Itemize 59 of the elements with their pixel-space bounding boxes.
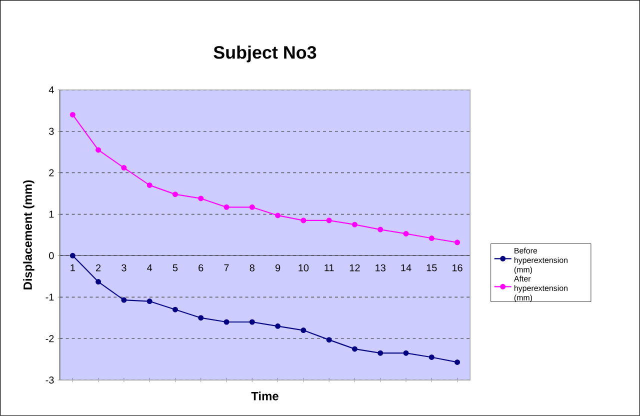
point (352, 222, 358, 228)
x-tick-label: 4 (147, 264, 152, 272)
point (121, 297, 127, 303)
point (70, 252, 76, 258)
point (96, 147, 102, 153)
point (224, 319, 230, 325)
point (428, 354, 434, 360)
y-tick-label: -2 (46, 335, 54, 342)
point (172, 306, 178, 312)
x-tick-label: 3 (122, 264, 126, 272)
x-tick-label: 1 (70, 264, 75, 272)
x-tick-label: 11 (324, 264, 334, 272)
x-tick-label: 16 (452, 264, 462, 272)
point (300, 328, 306, 334)
point (96, 279, 102, 285)
point (275, 212, 281, 218)
point (146, 182, 152, 188)
point (172, 192, 178, 198)
x-tick-label: 13 (376, 264, 386, 272)
point (198, 196, 204, 202)
y-tick-label: -1 (46, 294, 54, 301)
point (121, 165, 127, 171)
y-tick-label: 2 (49, 169, 54, 176)
point (454, 240, 460, 246)
x-tick-label: 14 (401, 264, 412, 272)
point (378, 226, 384, 232)
x-tick-label: 5 (172, 264, 178, 272)
point (198, 315, 204, 321)
x-tick-label: 10 (298, 264, 309, 272)
point (428, 236, 434, 242)
point (249, 204, 255, 210)
point (326, 218, 332, 224)
x-tick-label: 9 (275, 264, 280, 272)
y-axis-title: Displacement (mm) (23, 180, 34, 290)
x-tick-label: 2 (96, 264, 101, 272)
x-tick-label: 12 (350, 264, 360, 272)
point (454, 360, 460, 366)
y-tick-label: 1 (49, 210, 54, 218)
chart-title: Subject No3 (214, 46, 316, 62)
x-tick-label: 8 (250, 264, 254, 272)
y-tick-label: 4 (48, 86, 54, 94)
y-tick-label: 3 (49, 128, 54, 135)
x-axis-title: Time (251, 392, 278, 400)
x-tick-label: 7 (224, 264, 229, 272)
point (300, 218, 306, 224)
point (326, 337, 332, 343)
x-tick-label: 15 (426, 264, 437, 272)
point (403, 231, 409, 237)
point (352, 346, 358, 352)
point (275, 323, 281, 329)
point (378, 350, 384, 356)
point (224, 204, 230, 210)
point (70, 112, 76, 118)
point (249, 319, 255, 325)
y-tick-label: -3 (46, 376, 54, 384)
x-tick-label: 6 (198, 264, 204, 272)
y-tick-label: 0 (49, 252, 54, 260)
point (403, 350, 409, 356)
point (146, 298, 152, 304)
